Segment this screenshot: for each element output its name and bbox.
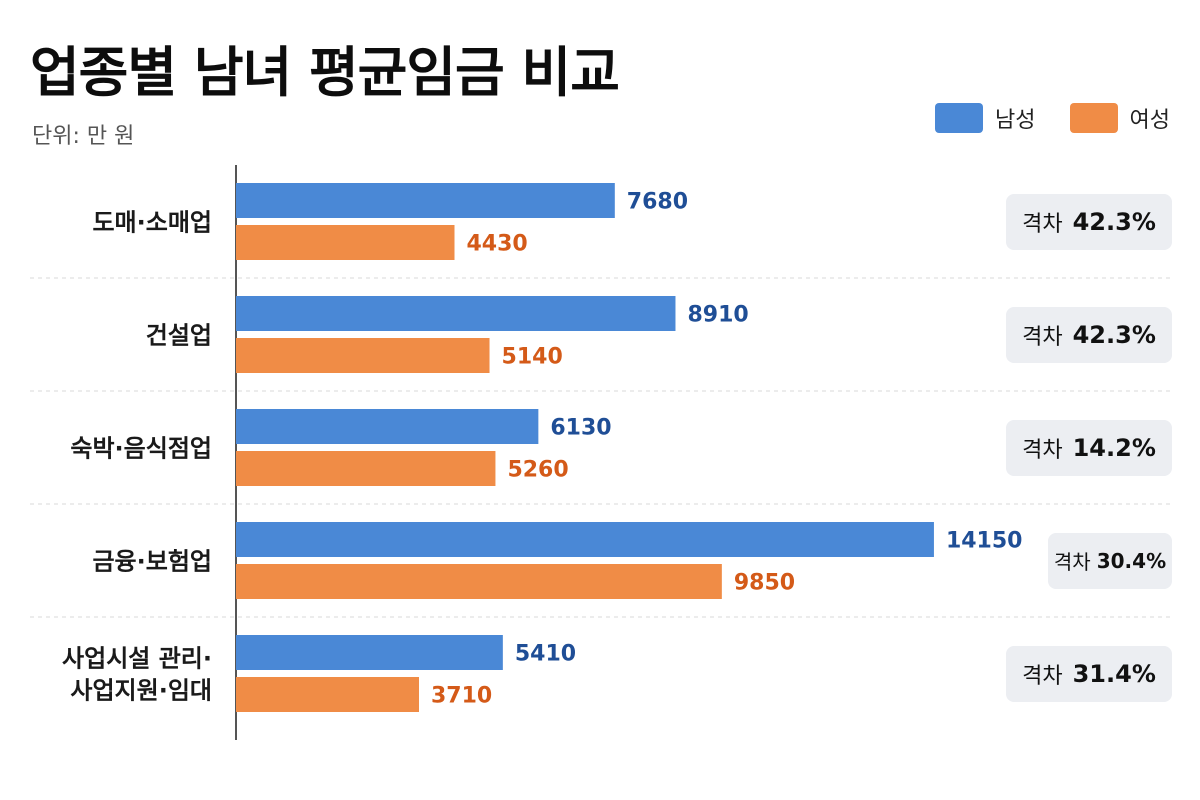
value-label-male: 6130	[550, 416, 611, 441]
value-label-male: 8910	[687, 303, 748, 328]
gap-label: 격차	[1022, 437, 1063, 463]
category-label: 숙박·음식점업	[70, 435, 212, 463]
legend: 남성 여성	[901, 102, 1170, 134]
value-label-female: 4430	[467, 232, 528, 257]
gap-label: 격차	[1022, 211, 1063, 237]
value-label-male: 5410	[515, 642, 576, 667]
bar-female	[236, 564, 722, 599]
bar-female	[236, 225, 455, 260]
category-label: 사업지원·임대	[70, 677, 212, 705]
category-label: 건설업	[146, 322, 212, 350]
gap-value: 30.4%	[1096, 548, 1167, 573]
category-label: 도매·소매업	[92, 209, 212, 237]
value-label-female: 5140	[502, 345, 563, 370]
bar-female	[236, 451, 496, 486]
legend-item-female: 여성	[1069, 102, 1170, 134]
legend-swatch-male	[935, 103, 984, 133]
value-label-male: 14150	[946, 529, 1023, 554]
gap-value: 42.3%	[1072, 207, 1156, 236]
bar-male	[236, 522, 934, 557]
bar-male	[236, 409, 539, 444]
value-label-female: 9850	[734, 571, 795, 596]
gap-badge: 격차 31.4%	[1006, 645, 1172, 702]
gap-value: 31.4%	[1072, 659, 1156, 688]
gap-value: 14.2%	[1072, 433, 1156, 462]
unit-label: 단위: 만 원	[32, 124, 135, 149]
bar-male	[236, 635, 503, 670]
gap-value: 42.3%	[1072, 320, 1156, 349]
value-label-female: 5260	[507, 458, 568, 483]
value-label-female: 3710	[431, 684, 492, 709]
legend-label-female: 여성	[1129, 108, 1170, 133]
category-label: 금융·보험업	[92, 548, 212, 576]
legend-swatch-female	[1069, 103, 1118, 133]
bar-female	[236, 338, 490, 373]
bar-male	[236, 296, 676, 331]
bar-female	[236, 677, 419, 712]
gap-badge: 격차 30.4%	[1048, 532, 1172, 589]
chart-title: 업종별 남녀 평균임금 비교	[30, 41, 620, 104]
bar-male	[236, 183, 615, 218]
category-label: 사업시설 관리·	[62, 645, 212, 673]
value-label-male: 7680	[627, 190, 688, 215]
gap-label: 격차	[1022, 324, 1063, 350]
legend-item-male: 남성	[935, 102, 1036, 134]
gap-label: 격차	[1022, 663, 1063, 689]
gap-badge: 격차 14.2%	[1006, 419, 1172, 476]
gap-badge: 격차 42.3%	[1006, 193, 1172, 250]
gap-badge: 격차 42.3%	[1006, 306, 1172, 363]
gap-label: 격차	[1053, 550, 1091, 574]
legend-label-male: 남성	[995, 108, 1036, 133]
